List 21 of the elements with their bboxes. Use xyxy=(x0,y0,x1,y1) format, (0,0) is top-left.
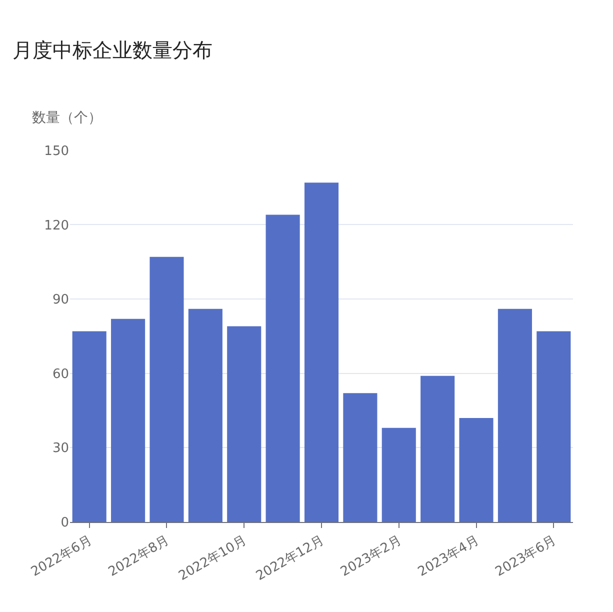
bar xyxy=(536,331,571,522)
bar xyxy=(266,214,300,522)
bar xyxy=(72,331,106,522)
y-tick-label: 60 xyxy=(52,366,69,382)
y-tick-label: 30 xyxy=(52,441,69,456)
bar xyxy=(188,308,222,522)
bar xyxy=(150,256,184,522)
bar xyxy=(420,376,455,522)
y-axis-title: 数量（个） xyxy=(32,110,102,126)
bar xyxy=(382,428,416,522)
bar xyxy=(459,418,494,522)
bar xyxy=(227,326,262,522)
y-tick-label: 0 xyxy=(60,516,69,531)
bar xyxy=(498,308,532,522)
y-tick-label: 150 xyxy=(44,144,69,159)
chart-title: 月度中标企业数量分布 xyxy=(12,38,212,62)
bar xyxy=(111,318,146,522)
y-tick-label: 120 xyxy=(44,218,69,234)
bar xyxy=(343,393,378,522)
bar xyxy=(304,182,339,522)
y-tick-label: 90 xyxy=(52,292,69,308)
